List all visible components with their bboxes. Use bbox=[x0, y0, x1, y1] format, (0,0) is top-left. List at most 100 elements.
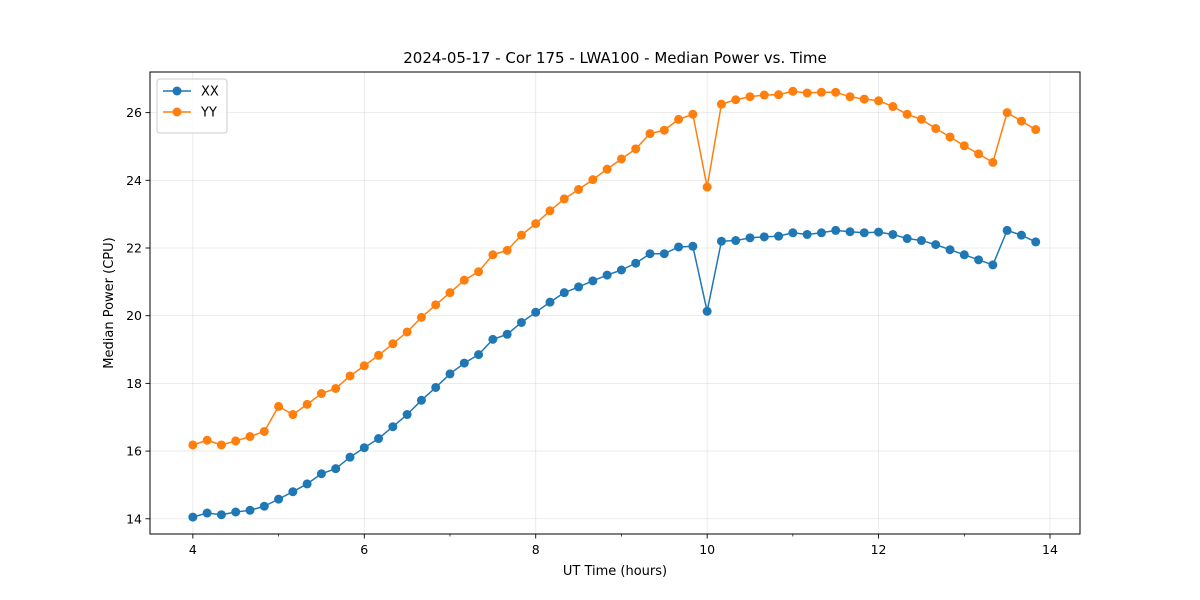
data-point-yy bbox=[859, 94, 869, 104]
data-point-xx bbox=[831, 225, 841, 235]
data-point-yy bbox=[674, 114, 684, 124]
data-point-xx bbox=[202, 508, 212, 518]
data-point-xx bbox=[288, 487, 298, 497]
data-point-xx bbox=[502, 329, 512, 339]
data-point-xx bbox=[474, 350, 484, 360]
series-xx bbox=[188, 225, 1041, 522]
data-point-yy bbox=[645, 129, 655, 139]
data-point-xx bbox=[216, 510, 226, 520]
legend: XX YY bbox=[156, 78, 228, 134]
data-point-xx bbox=[459, 358, 469, 368]
data-point-xx bbox=[845, 227, 855, 237]
data-point-xx bbox=[816, 228, 826, 238]
data-point-xx bbox=[1031, 237, 1041, 247]
y-tick-label: 16 bbox=[126, 444, 142, 459]
data-point-xx bbox=[674, 242, 684, 252]
data-point-xx bbox=[545, 297, 555, 307]
data-point-yy bbox=[374, 350, 384, 360]
data-point-yy bbox=[774, 90, 784, 100]
y-tick-label: 22 bbox=[126, 241, 142, 256]
x-tick-label: 6 bbox=[360, 542, 368, 557]
data-point-xx bbox=[559, 288, 569, 298]
data-point-yy bbox=[716, 99, 726, 109]
data-point-xx bbox=[945, 245, 955, 255]
data-point-xx bbox=[374, 434, 384, 444]
data-point-xx bbox=[759, 232, 769, 242]
x-tick-label: 14 bbox=[1042, 542, 1058, 557]
y-tick-label: 20 bbox=[126, 308, 142, 323]
data-point-xx bbox=[874, 227, 884, 237]
data-point-yy bbox=[874, 96, 884, 106]
data-point-xx bbox=[716, 236, 726, 246]
data-point-xx bbox=[1016, 230, 1026, 240]
data-point-xx bbox=[259, 501, 269, 511]
data-point-yy bbox=[688, 109, 698, 119]
data-point-yy bbox=[259, 426, 269, 436]
data-point-xx bbox=[359, 443, 369, 453]
data-point-yy bbox=[802, 88, 812, 98]
data-point-yy bbox=[931, 124, 941, 134]
data-point-yy bbox=[659, 125, 669, 135]
data-point-yy bbox=[345, 371, 355, 381]
data-point-xx bbox=[802, 229, 812, 239]
series-yy bbox=[188, 86, 1041, 450]
data-point-yy bbox=[845, 92, 855, 102]
data-point-yy bbox=[331, 383, 341, 393]
data-point-xx bbox=[702, 306, 712, 316]
data-point-xx bbox=[516, 317, 526, 327]
legend-item-yy: YY bbox=[163, 106, 217, 121]
data-point-xx bbox=[1002, 225, 1012, 235]
data-point-xx bbox=[988, 260, 998, 270]
data-point-yy bbox=[959, 141, 969, 151]
data-point-xx bbox=[745, 233, 755, 243]
data-point-yy bbox=[602, 164, 612, 174]
data-point-xx bbox=[631, 258, 641, 268]
x-tick-label: 10 bbox=[699, 542, 715, 557]
data-point-yy bbox=[545, 206, 555, 216]
legend-label-xx: XX bbox=[201, 85, 219, 100]
data-point-yy bbox=[288, 410, 298, 420]
data-point-xx bbox=[902, 234, 912, 244]
axis-ticks: 4 6 8 10 12 14 14 16 18 20 22 24 26 bbox=[126, 105, 1058, 557]
chart-title: 2024-05-17 - Cor 175 - LWA100 - Median P… bbox=[403, 49, 827, 67]
data-point-xx bbox=[616, 265, 626, 275]
x-tick-label: 8 bbox=[532, 542, 540, 557]
data-point-yy bbox=[359, 361, 369, 371]
data-point-xx bbox=[302, 479, 312, 489]
data-point-yy bbox=[916, 114, 926, 124]
legend-marker-yy bbox=[172, 107, 182, 117]
data-point-yy bbox=[531, 219, 541, 229]
x-tick-label: 4 bbox=[189, 542, 197, 557]
legend-label-yy: YY bbox=[200, 106, 217, 121]
data-point-xx bbox=[888, 229, 898, 239]
data-point-yy bbox=[502, 245, 512, 255]
grid-lines bbox=[150, 72, 1080, 534]
data-point-yy bbox=[488, 250, 498, 260]
data-point-xx bbox=[731, 236, 741, 246]
data-point-yy bbox=[745, 92, 755, 102]
data-point-xx bbox=[959, 250, 969, 260]
data-point-yy bbox=[974, 149, 984, 159]
data-point-yy bbox=[445, 288, 455, 298]
data-point-yy bbox=[616, 154, 626, 164]
data-point-yy bbox=[302, 399, 312, 409]
data-point-yy bbox=[402, 327, 412, 337]
data-point-yy bbox=[516, 230, 526, 240]
y-tick-label: 18 bbox=[126, 376, 142, 391]
data-point-xx bbox=[788, 228, 798, 238]
x-tick-label: 12 bbox=[871, 542, 887, 557]
y-tick-label: 14 bbox=[126, 511, 142, 526]
y-tick-label: 24 bbox=[126, 173, 142, 188]
data-point-yy bbox=[788, 86, 798, 96]
data-point-yy bbox=[888, 102, 898, 112]
data-point-xx bbox=[402, 410, 412, 420]
data-point-yy bbox=[474, 267, 484, 277]
data-point-yy bbox=[831, 87, 841, 97]
data-point-yy bbox=[459, 275, 469, 285]
data-point-xx bbox=[231, 507, 241, 517]
legend-marker-xx bbox=[172, 86, 182, 96]
data-point-yy bbox=[202, 435, 212, 445]
data-point-xx bbox=[388, 422, 398, 432]
x-axis-label: UT Time (hours) bbox=[563, 564, 667, 579]
